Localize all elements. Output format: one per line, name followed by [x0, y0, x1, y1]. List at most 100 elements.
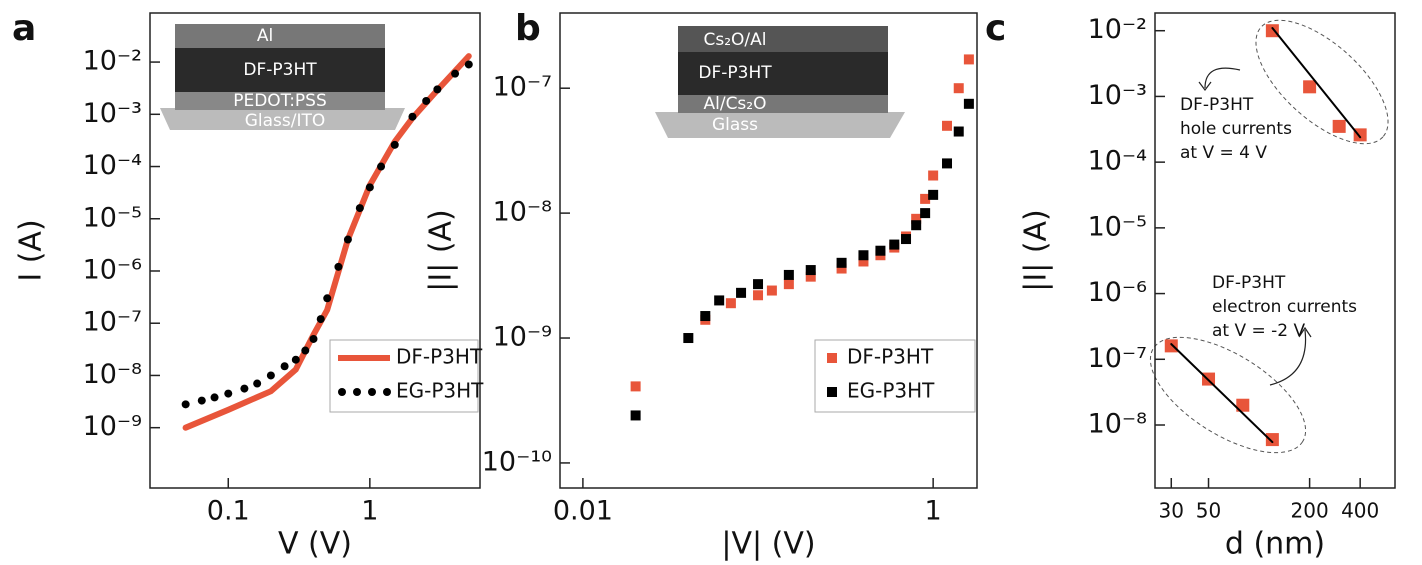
- x-axis-label: |V| (V): [721, 527, 815, 562]
- inset-layer: Glass: [712, 115, 758, 135]
- annotation: at V = -2 V: [1212, 321, 1306, 341]
- x-axis-label: d (nm): [1225, 527, 1325, 562]
- data-point: [334, 262, 343, 271]
- data-point: [920, 208, 931, 219]
- y-axis-label: |I| (A): [1019, 209, 1054, 292]
- data-point: [343, 235, 352, 244]
- data-point: [1265, 24, 1279, 38]
- data-point: [377, 162, 386, 171]
- y-tick-label: 10⁻⁸: [493, 197, 552, 228]
- y-tick-label: 10⁻⁵: [83, 202, 142, 233]
- data-point: [942, 158, 953, 169]
- x-tick-label: 0.1: [207, 496, 250, 527]
- data-point: [291, 355, 300, 364]
- data-point: [301, 346, 310, 355]
- data-point: [266, 371, 275, 380]
- fit-line: [1170, 343, 1274, 444]
- data-point: [875, 245, 886, 256]
- x-tick-label: 1: [925, 496, 942, 527]
- data-point: [390, 140, 399, 149]
- data-point: [953, 126, 964, 137]
- legend-marker: [827, 353, 837, 363]
- data-point: [1236, 398, 1250, 412]
- data-point: [766, 285, 777, 296]
- inset-layer: DF-P3HT: [243, 60, 317, 80]
- data-point: [451, 69, 460, 78]
- y-tick-label: 10⁻¹⁰: [482, 446, 552, 477]
- data-point: [928, 170, 939, 181]
- data-point: [911, 220, 922, 231]
- data-point: [210, 393, 219, 402]
- data-point: [928, 189, 939, 200]
- data-point: [1164, 339, 1178, 353]
- x-tick-label: 200: [1291, 499, 1329, 523]
- data-point: [942, 120, 953, 131]
- annotation: electron currents: [1212, 297, 1357, 317]
- data-point: [889, 239, 900, 250]
- x-axis-label: V (V): [278, 527, 352, 562]
- y-tick-label: 10⁻²: [83, 46, 142, 77]
- inset-layer: Cs₂O/Al: [703, 30, 766, 50]
- legend-label: EG-P3HT: [396, 379, 484, 403]
- data-point: [783, 279, 794, 290]
- data-point: [630, 381, 641, 392]
- data-point: [725, 298, 736, 309]
- annotation: hole currents: [1180, 119, 1292, 139]
- data-point: [920, 193, 931, 204]
- data-point: [280, 362, 289, 371]
- legend-marker: [338, 388, 346, 396]
- data-point: [753, 279, 764, 290]
- legend-marker: [383, 388, 391, 396]
- data-point: [464, 60, 473, 69]
- x-tick-label: 30: [1159, 499, 1184, 523]
- data-point: [1265, 433, 1279, 447]
- data-line: [182, 53, 472, 431]
- data-point: [963, 98, 974, 109]
- data-point: [858, 250, 869, 261]
- data-point: [197, 396, 206, 405]
- annotation: DF-P3HT: [1212, 273, 1286, 293]
- data-point: [901, 234, 912, 245]
- legend-label: DF-P3HT: [396, 345, 483, 369]
- inset-a: Al DF-P3HT PEDOT:PSS Glass/ITO: [160, 24, 405, 131]
- y-tick-label: 10⁻³: [1088, 80, 1147, 111]
- y-tick-label: 10⁻⁹: [83, 411, 142, 442]
- data-point: [316, 315, 325, 324]
- legend-box: [814, 339, 976, 413]
- inset-layer: DF-P3HT: [698, 63, 772, 83]
- data-point: [836, 257, 847, 268]
- inset-layer: Al: [257, 26, 273, 46]
- inset-b: Cs₂O/Al DF-P3HT Al/Cs₂O Glass: [655, 26, 905, 138]
- data-point: [1332, 119, 1346, 133]
- data-point: [309, 334, 318, 343]
- arrows: [1198, 67, 1312, 386]
- data-point: [224, 389, 233, 398]
- data-point: [836, 263, 847, 274]
- data-point: [953, 83, 964, 94]
- plot-frame: [1154, 12, 1396, 489]
- y-tick-label: 10⁻²: [1088, 14, 1147, 45]
- y-tick-label: 10⁻⁶: [83, 254, 142, 285]
- data-point: [253, 379, 262, 388]
- data-point: [323, 294, 332, 303]
- y-tick-label: 10⁻⁶: [1088, 277, 1147, 308]
- data-point: [408, 112, 417, 121]
- legend-label: DF-P3HT: [847, 345, 934, 369]
- y-tick-label: 10⁻⁹: [493, 322, 552, 353]
- y-tick-label: 10⁻⁴: [83, 150, 142, 181]
- data-point: [700, 311, 711, 322]
- y-tick-label: 10⁻⁷: [83, 307, 142, 338]
- series-group: [181, 53, 473, 431]
- data-point: [422, 96, 431, 105]
- series-group: [1164, 24, 1367, 447]
- y-axis-label: |I| (A): [424, 209, 459, 292]
- data-point: [630, 410, 641, 421]
- data-point: [736, 287, 747, 298]
- data-point: [433, 85, 442, 94]
- y-tick-label: 10⁻⁸: [83, 359, 142, 390]
- legend-label: EG-P3HT: [847, 379, 935, 403]
- inset-layer: Al/Cs₂O: [703, 94, 766, 114]
- fit-line: [1271, 27, 1362, 139]
- x-tick-label: 1: [361, 496, 378, 527]
- data-point: [858, 256, 869, 267]
